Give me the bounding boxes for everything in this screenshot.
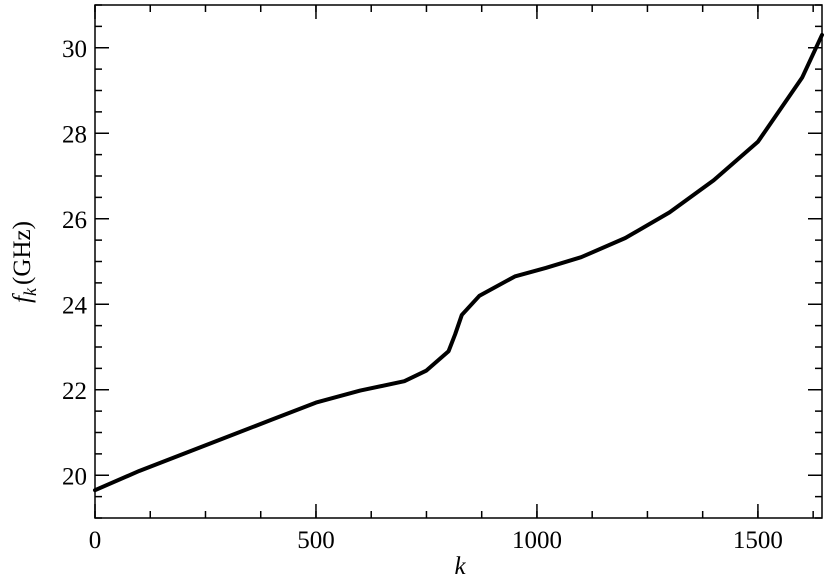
y-label-subscript: k — [20, 287, 40, 296]
x-tick-label: 1000 — [512, 527, 562, 554]
y-axis-label-text: fk (GHz) — [9, 221, 40, 303]
y-tick-label: 20 — [62, 463, 87, 490]
y-tick-label: 30 — [62, 36, 87, 63]
y-tick-label: 24 — [62, 292, 88, 319]
y-tick-label: 22 — [62, 378, 87, 405]
y-label-symbol: f — [9, 293, 36, 303]
x-tick-label: 500 — [297, 527, 335, 554]
x-tick-label: 0 — [89, 527, 102, 554]
y-tick-label: 28 — [62, 121, 87, 148]
y-label-unit: (GHz) — [9, 221, 36, 285]
plot-frame — [94, 4, 823, 519]
data-line — [93, 32, 824, 493]
x-axis-label: k — [454, 553, 466, 579]
y-tick-label: 26 — [62, 207, 87, 234]
x-tick-label: 1500 — [733, 527, 783, 554]
y-axis-label: fk (GHz) — [9, 221, 40, 303]
